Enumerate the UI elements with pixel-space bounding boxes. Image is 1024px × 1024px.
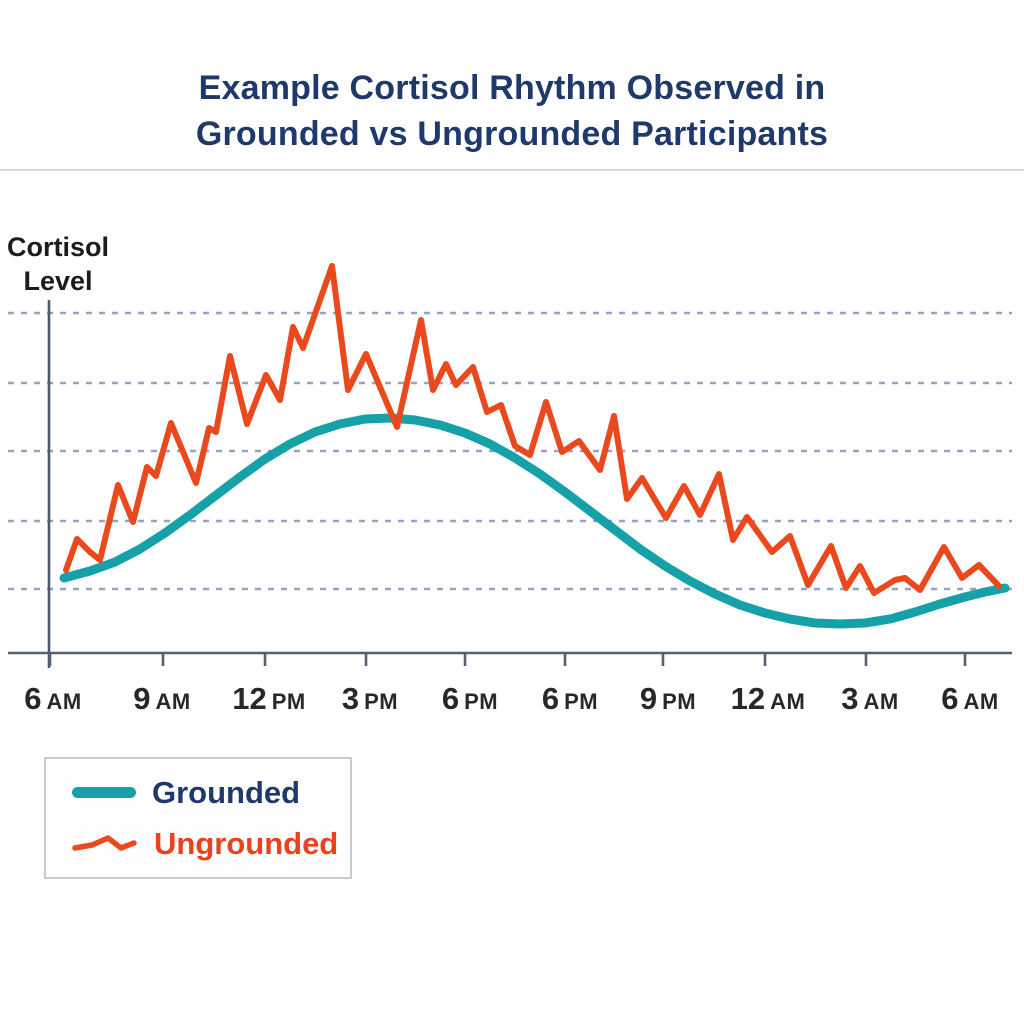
x-tick-hour: 3 [841, 681, 859, 716]
x-tick-meridiem: AM [46, 689, 82, 714]
x-tick-meridiem: PM [464, 689, 499, 714]
x-tick-label: 6 PM [442, 681, 498, 717]
grounded-line-swatch [72, 787, 136, 798]
x-tick-label: 3 AM [841, 681, 898, 717]
legend-box: Grounded Ungrounded [44, 757, 352, 879]
series-line-grounded [59, 413, 1010, 629]
x-tick-meridiem: AM [155, 689, 191, 714]
x-tick-label: 3 PM [342, 681, 398, 717]
x-tick-label: 9 PM [640, 681, 696, 717]
x-tick-meridiem: PM [662, 689, 697, 714]
x-tick-meridiem: PM [271, 689, 306, 714]
title-divider [0, 169, 1024, 171]
chart-title: Example Cortisol Rhythm Observed in Grou… [0, 66, 1024, 158]
legend-label-grounded: Grounded [152, 775, 301, 810]
x-tick-hour: 6 [24, 681, 42, 716]
x-tick-hour: 12 [232, 681, 267, 716]
x-tick-meridiem: AM [770, 689, 806, 714]
x-tick-meridiem: AM [863, 689, 899, 714]
x-tick-hour: 6 [941, 681, 959, 716]
x-tick-hour: 6 [441, 681, 460, 716]
x-tick-meridiem: PM [564, 689, 599, 714]
x-tick-hour: 9 [133, 681, 151, 716]
x-tick-label: 6 AM [24, 681, 81, 717]
x-tick-label: 9 AM [133, 681, 190, 717]
legend-row-grounded: Grounded [72, 772, 350, 814]
ungrounded-zigzag-swatch [72, 834, 137, 851]
x-tick-label: 6 PM [542, 681, 598, 717]
x-tick-label: 12 AM [731, 681, 806, 717]
y-axis-label: Cortisol Level [6, 232, 109, 296]
x-tick-hour: 12 [730, 681, 766, 716]
legend-row-ungrounded: Ungrounded [72, 823, 350, 865]
x-tick-meridiem: AM [963, 689, 999, 714]
chart-title-line2: Grounded vs Ungrounded Participants [195, 114, 829, 153]
legend-label-ungrounded: Ungrounded [154, 826, 339, 861]
x-tick-label: 12 PM [232, 681, 305, 717]
x-tick-hour: 3 [341, 681, 360, 716]
x-tick-meridiem: PM [364, 689, 399, 714]
x-tick-label: 6 AM [941, 681, 998, 717]
series-line-ungrounded [63, 263, 1002, 596]
x-tick-hour: 6 [541, 681, 560, 716]
x-tick-hour: 9 [639, 681, 658, 716]
chart-title-line1: Example Cortisol Rhythm Observed in [198, 69, 826, 107]
